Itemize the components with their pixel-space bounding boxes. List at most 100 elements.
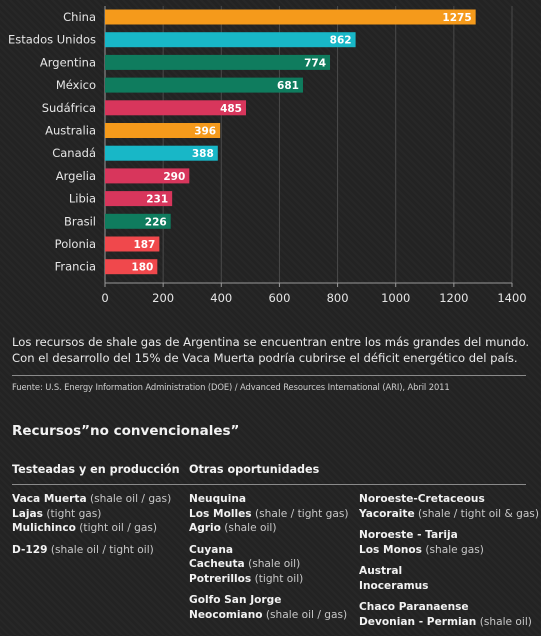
resource-item: Neuquina	[189, 492, 349, 507]
resource-item: Agrio (shale oil)	[189, 521, 349, 536]
resource-name: Los Molles	[189, 507, 252, 520]
resource-group: Austral Inoceramus	[359, 564, 539, 593]
resource-name: Agrio	[189, 522, 221, 534]
resource-group: Golfo San Jorge Neocomiano (shale oil / g…	[189, 593, 349, 622]
resource-item: Devonian - Permian (shale oil)	[359, 615, 539, 630]
bar-value-label: 388	[192, 148, 214, 160]
resource-type: (shale oil)	[248, 558, 301, 570]
resource-name: Vaca Muerta	[12, 493, 87, 505]
resource-name: Lajas	[12, 507, 43, 520]
resource-name: Noroeste-Cretaceous	[359, 493, 485, 505]
bar-value-label: 1275	[442, 12, 471, 24]
x-tick-label: 800	[327, 291, 349, 305]
category-label: Australia	[45, 124, 96, 138]
resource-group: Cuyana Cacheuta (shale oil) Potrerillos (t…	[189, 543, 349, 587]
resource-item: Yacoraite (shale / tight oil & gas)	[359, 507, 539, 522]
bar	[105, 191, 173, 207]
resource-group: Chaco Paranaense Devonian - Permian (shal…	[359, 600, 539, 629]
bar-value-label: 290	[163, 171, 185, 183]
resource-type: (shale / tight oil & gas)	[418, 507, 539, 520]
bar	[105, 213, 171, 229]
resource-type: (tight gas)	[46, 507, 102, 520]
x-tick-label: 1400	[497, 291, 526, 305]
resource-item: Neocomiano (shale oil / gas)	[189, 608, 349, 623]
bar-value-label: 862	[330, 35, 352, 47]
resource-group: D-129 (shale oil / tight oil)	[12, 543, 171, 558]
resource-item: Cuyana	[189, 543, 349, 558]
bar-value-label: 231	[146, 194, 168, 206]
chart-gridlines	[104, 6, 513, 283]
divider	[12, 375, 526, 376]
resource-name: Potrerillos	[189, 572, 252, 585]
resource-item: Potrerillos (tight oil)	[189, 572, 349, 587]
resource-group: Noroeste - Tarija Los Monos (shale gas)	[359, 528, 539, 557]
resource-item: Los Molles (shale / tight gas)	[189, 507, 349, 522]
category-label: Argentina	[40, 55, 96, 69]
bar	[105, 145, 218, 161]
other-opportunities-list: Neuquina Los Molles (shale / tight gas) Ag…	[189, 492, 349, 629]
resource-item: Golfo San Jorge	[189, 593, 349, 608]
category-label: Brasil	[64, 214, 96, 228]
bar	[105, 32, 356, 48]
category-label: Libia	[69, 192, 96, 206]
category-label: Argelia	[56, 169, 96, 183]
resource-name: Los Monos	[359, 543, 422, 556]
category-label: Canadá	[52, 146, 96, 160]
resource-item: Chaco Paranaense	[359, 600, 539, 615]
resource-group: Neuquina Los Molles (shale / tight gas) Ag…	[189, 492, 349, 536]
summary-text: Los recursos de shale gas de Argentina s…	[12, 335, 530, 365]
bar-value-label: 180	[131, 262, 153, 274]
bar-value-label: 396	[194, 126, 216, 138]
tested-resources-list: Vaca Muerta (shale oil / gas) Lajas (tigh…	[12, 492, 171, 564]
resource-name: Yacoraite	[359, 507, 415, 520]
bar	[105, 9, 476, 25]
x-tick-label: 1000	[381, 291, 410, 305]
category-label: Estados Unidos	[8, 33, 96, 47]
bar	[105, 77, 303, 93]
other-opportunities-list-2: Noroeste-Cretaceous Yacoraite (shale / ti…	[359, 492, 539, 636]
resource-item: D-129 (shale oil / tight oil)	[12, 543, 171, 558]
resource-item: Cacheuta (shale oil)	[189, 557, 349, 572]
bar	[105, 100, 246, 116]
resource-item: Mulichinco (tight oil / gas)	[12, 521, 171, 536]
resource-item: Inoceramus	[359, 579, 539, 594]
x-tick-label: 200	[152, 291, 174, 305]
bar	[105, 259, 158, 275]
bar-value-label: 485	[220, 103, 242, 115]
resource-name: Austral	[359, 565, 403, 577]
resource-item: Noroeste - Tarija	[359, 528, 539, 543]
resource-type: (tight oil / gas)	[79, 522, 158, 534]
bar	[105, 236, 160, 252]
resource-group: Vaca Muerta (shale oil / gas) Lajas (tigh…	[12, 492, 171, 536]
bar	[105, 168, 190, 184]
resource-name: Cacheuta	[189, 558, 245, 570]
resource-type: (shale oil / tight oil)	[50, 543, 154, 556]
x-axis: 0 200 400 600 800 1000 1200 1400	[101, 282, 527, 305]
resource-name: D-129	[12, 543, 48, 556]
x-tick-label: 1200	[439, 291, 468, 305]
resource-item: Lajas (tight gas)	[12, 507, 171, 522]
resource-name: Golfo San Jorge	[189, 594, 282, 606]
resource-type: (shale / tight gas)	[254, 507, 349, 520]
bar	[105, 54, 331, 70]
category-label: México	[56, 78, 96, 92]
resource-group: Noroeste-Cretaceous Yacoraite (shale / ti…	[359, 492, 539, 521]
resource-name: Cuyana	[189, 543, 234, 556]
resource-item: Vaca Muerta (shale oil / gas)	[12, 492, 171, 507]
bar-value-label: 774	[304, 57, 326, 69]
resource-name: Chaco Paranaense	[359, 601, 469, 613]
resource-name: Neuquina	[189, 493, 247, 505]
x-tick-label: 0	[101, 291, 108, 305]
resource-name: Inoceramus	[359, 579, 429, 592]
source-note: Fuente: U.S. Energy Information Administ…	[12, 382, 450, 392]
category-label: Polonia	[55, 237, 96, 251]
x-tick-label: 600	[268, 291, 290, 305]
category-label: Sudáfrica	[42, 101, 96, 115]
resource-type: (shale oil / gas)	[89, 493, 172, 505]
x-tick-label: 400	[210, 291, 232, 305]
category-label: Francia	[55, 260, 96, 274]
resource-name: Neocomiano	[189, 608, 263, 621]
resource-item: Los Monos (shale gas)	[359, 543, 539, 558]
shale-gas-bar-chart: China 1275 Estados Unidos 862 Argentina 774 Mé…	[8, 6, 527, 305]
resource-type: (shale gas)	[425, 543, 484, 556]
